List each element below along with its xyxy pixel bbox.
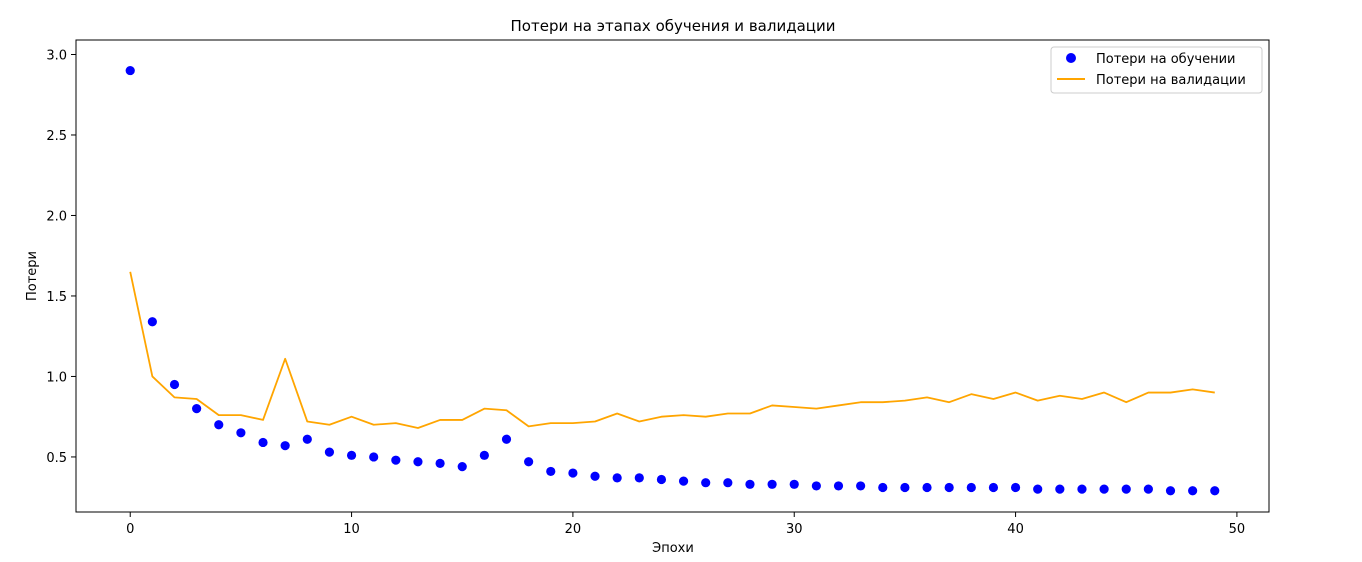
training-loss-point bbox=[147, 317, 157, 327]
training-loss-point bbox=[701, 478, 711, 488]
training-loss-point bbox=[833, 481, 844, 491]
training-loss-point bbox=[1210, 486, 1220, 496]
ticks-layer: 0 10 20 30 40 50 0.5 1.0 1.5 2.0 2.5 3.0 bbox=[46, 48, 1245, 537]
x-tick-label: 50 bbox=[1229, 522, 1246, 537]
training-loss-point bbox=[1143, 484, 1153, 494]
y-tick-label: 0.5 bbox=[46, 451, 67, 466]
training-loss-point bbox=[524, 457, 534, 467]
training-loss-point bbox=[612, 473, 622, 483]
y-tick-label: 3.0 bbox=[46, 48, 67, 63]
legend-box bbox=[1050, 46, 1263, 94]
training-loss-point bbox=[811, 481, 821, 491]
training-loss-point bbox=[1033, 484, 1043, 494]
training-loss-point bbox=[966, 482, 976, 493]
x-tick-label: 20 bbox=[565, 522, 582, 537]
training-loss-point bbox=[900, 482, 910, 493]
training-loss-point bbox=[656, 474, 667, 485]
plot-area bbox=[76, 40, 1269, 512]
training-loss-point bbox=[988, 482, 999, 493]
training-loss-point bbox=[413, 457, 423, 467]
x-axis-label: Эпохи bbox=[652, 541, 694, 556]
training-loss-point bbox=[634, 473, 644, 483]
training-loss-point bbox=[1188, 486, 1198, 496]
training-loss-point bbox=[878, 482, 888, 493]
training-loss-point bbox=[479, 450, 489, 460]
training-loss-point bbox=[457, 462, 467, 472]
training-loss-point bbox=[723, 478, 733, 488]
training-loss-point bbox=[214, 420, 224, 430]
training-loss-point bbox=[1121, 484, 1131, 494]
training-loss-point bbox=[236, 428, 246, 438]
y-tick-label: 2.0 bbox=[46, 209, 67, 224]
legend: Потери на обучении Потери на валидации bbox=[1050, 46, 1263, 94]
plot-frame bbox=[75, 39, 1270, 513]
training-loss-point bbox=[1055, 484, 1065, 494]
training-loss-point bbox=[590, 471, 600, 481]
training-loss-point bbox=[678, 476, 689, 486]
training-loss-point bbox=[767, 479, 777, 489]
y-tick-label: 1.5 bbox=[46, 290, 67, 305]
training-loss-point bbox=[1010, 482, 1021, 493]
series-layer bbox=[125, 65, 1220, 496]
training-loss-point bbox=[280, 441, 290, 451]
training-loss-point bbox=[745, 479, 755, 489]
x-tick-label: 30 bbox=[786, 522, 803, 537]
validation-loss-line bbox=[129, 271, 1215, 429]
chart-title: Потери на этапах обучения и валидации bbox=[511, 17, 836, 35]
legend-marker-train bbox=[1066, 53, 1076, 63]
training-loss-point bbox=[435, 458, 445, 468]
training-loss-point bbox=[169, 379, 180, 390]
training-loss-point bbox=[568, 468, 578, 478]
training-loss-point bbox=[789, 479, 799, 489]
training-loss-point bbox=[258, 437, 268, 448]
training-loss-point bbox=[391, 455, 401, 465]
training-loss-point bbox=[324, 447, 335, 457]
training-loss-point bbox=[501, 434, 512, 444]
training-loss-point bbox=[192, 404, 202, 414]
x-tick-label: 40 bbox=[1007, 522, 1024, 537]
legend-label-validation: Потери на валидации bbox=[1096, 73, 1246, 88]
y-tick-label: 1.0 bbox=[46, 370, 67, 385]
training-loss-point bbox=[125, 65, 135, 76]
x-tick-label: 0 bbox=[126, 522, 134, 537]
training-loss-point bbox=[856, 481, 866, 491]
x-tick-label: 10 bbox=[343, 522, 360, 537]
legend-label-train: Потери на обучении bbox=[1096, 52, 1235, 67]
training-loss-point bbox=[922, 482, 932, 493]
training-loss-point bbox=[1099, 484, 1109, 494]
training-loss-point bbox=[302, 434, 312, 444]
y-axis-label: Потери bbox=[25, 251, 40, 301]
training-loss-point bbox=[346, 450, 357, 460]
training-loss-point bbox=[369, 452, 379, 462]
training-loss-point bbox=[944, 482, 954, 493]
training-loss-point bbox=[546, 466, 556, 477]
training-loss-point bbox=[1077, 484, 1087, 494]
training-loss-point bbox=[1165, 486, 1176, 496]
y-tick-label: 2.5 bbox=[46, 129, 67, 144]
